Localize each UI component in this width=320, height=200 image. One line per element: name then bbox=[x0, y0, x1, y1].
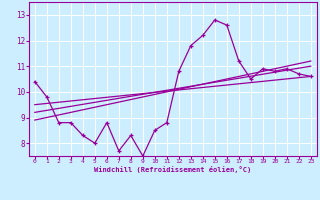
X-axis label: Windchill (Refroidissement éolien,°C): Windchill (Refroidissement éolien,°C) bbox=[94, 166, 252, 173]
